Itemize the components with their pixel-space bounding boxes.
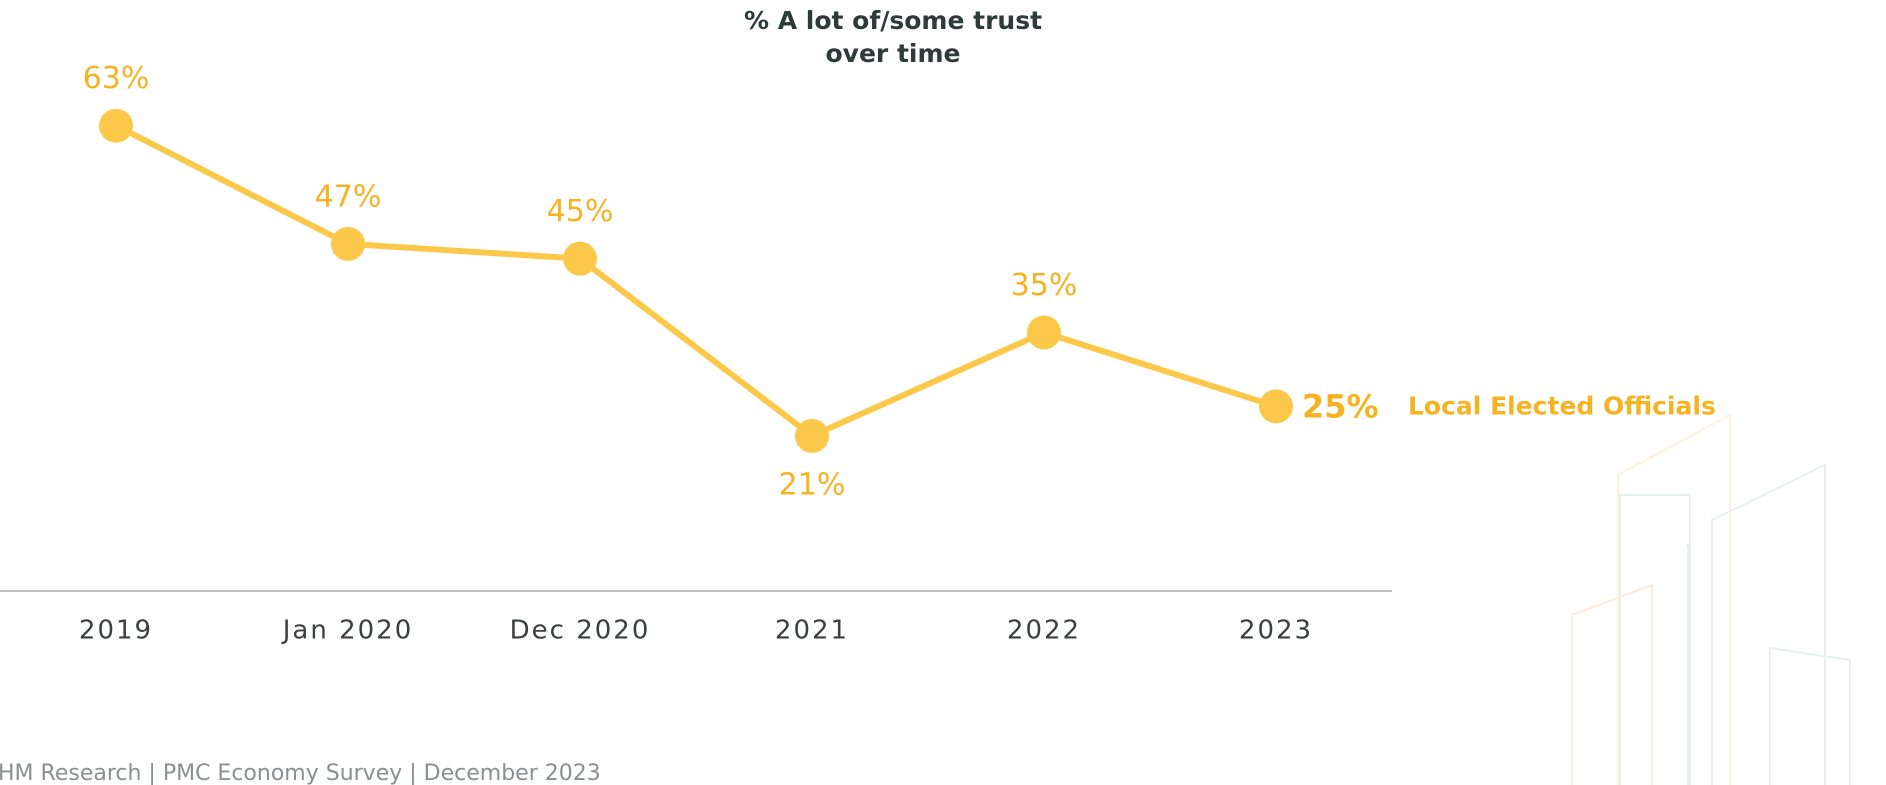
data-point [99, 108, 133, 143]
data-point [795, 418, 829, 453]
value-label: 21% [779, 467, 846, 502]
data-point [1027, 315, 1061, 350]
data-point [1259, 389, 1293, 424]
value-label: 47% [315, 179, 382, 214]
data-line [114, 123, 1277, 439]
data-point [563, 241, 597, 276]
x-tick-label: 2019 [79, 616, 153, 646]
x-tick-label: Dec 2020 [510, 616, 651, 646]
value-label: 63% [83, 61, 150, 96]
source-note: HM Research | PMC Economy Survey | Decem… [0, 761, 601, 785]
value-label: 35% [1011, 268, 1078, 303]
x-tick-label: 2021 [775, 616, 849, 646]
data-point [331, 226, 365, 261]
building-decoration [1571, 413, 1851, 785]
x-tick-label: 2022 [1007, 616, 1081, 646]
value-label: 45% [547, 194, 614, 229]
x-tick-label: 2023 [1239, 616, 1313, 646]
legend-label: Local Elected Officials [1408, 391, 1716, 420]
value-label: 25% [1302, 387, 1379, 425]
chart-title: % A lot of/some trust over time [743, 6, 1043, 68]
x-tick-label: Jan 2020 [281, 616, 414, 646]
